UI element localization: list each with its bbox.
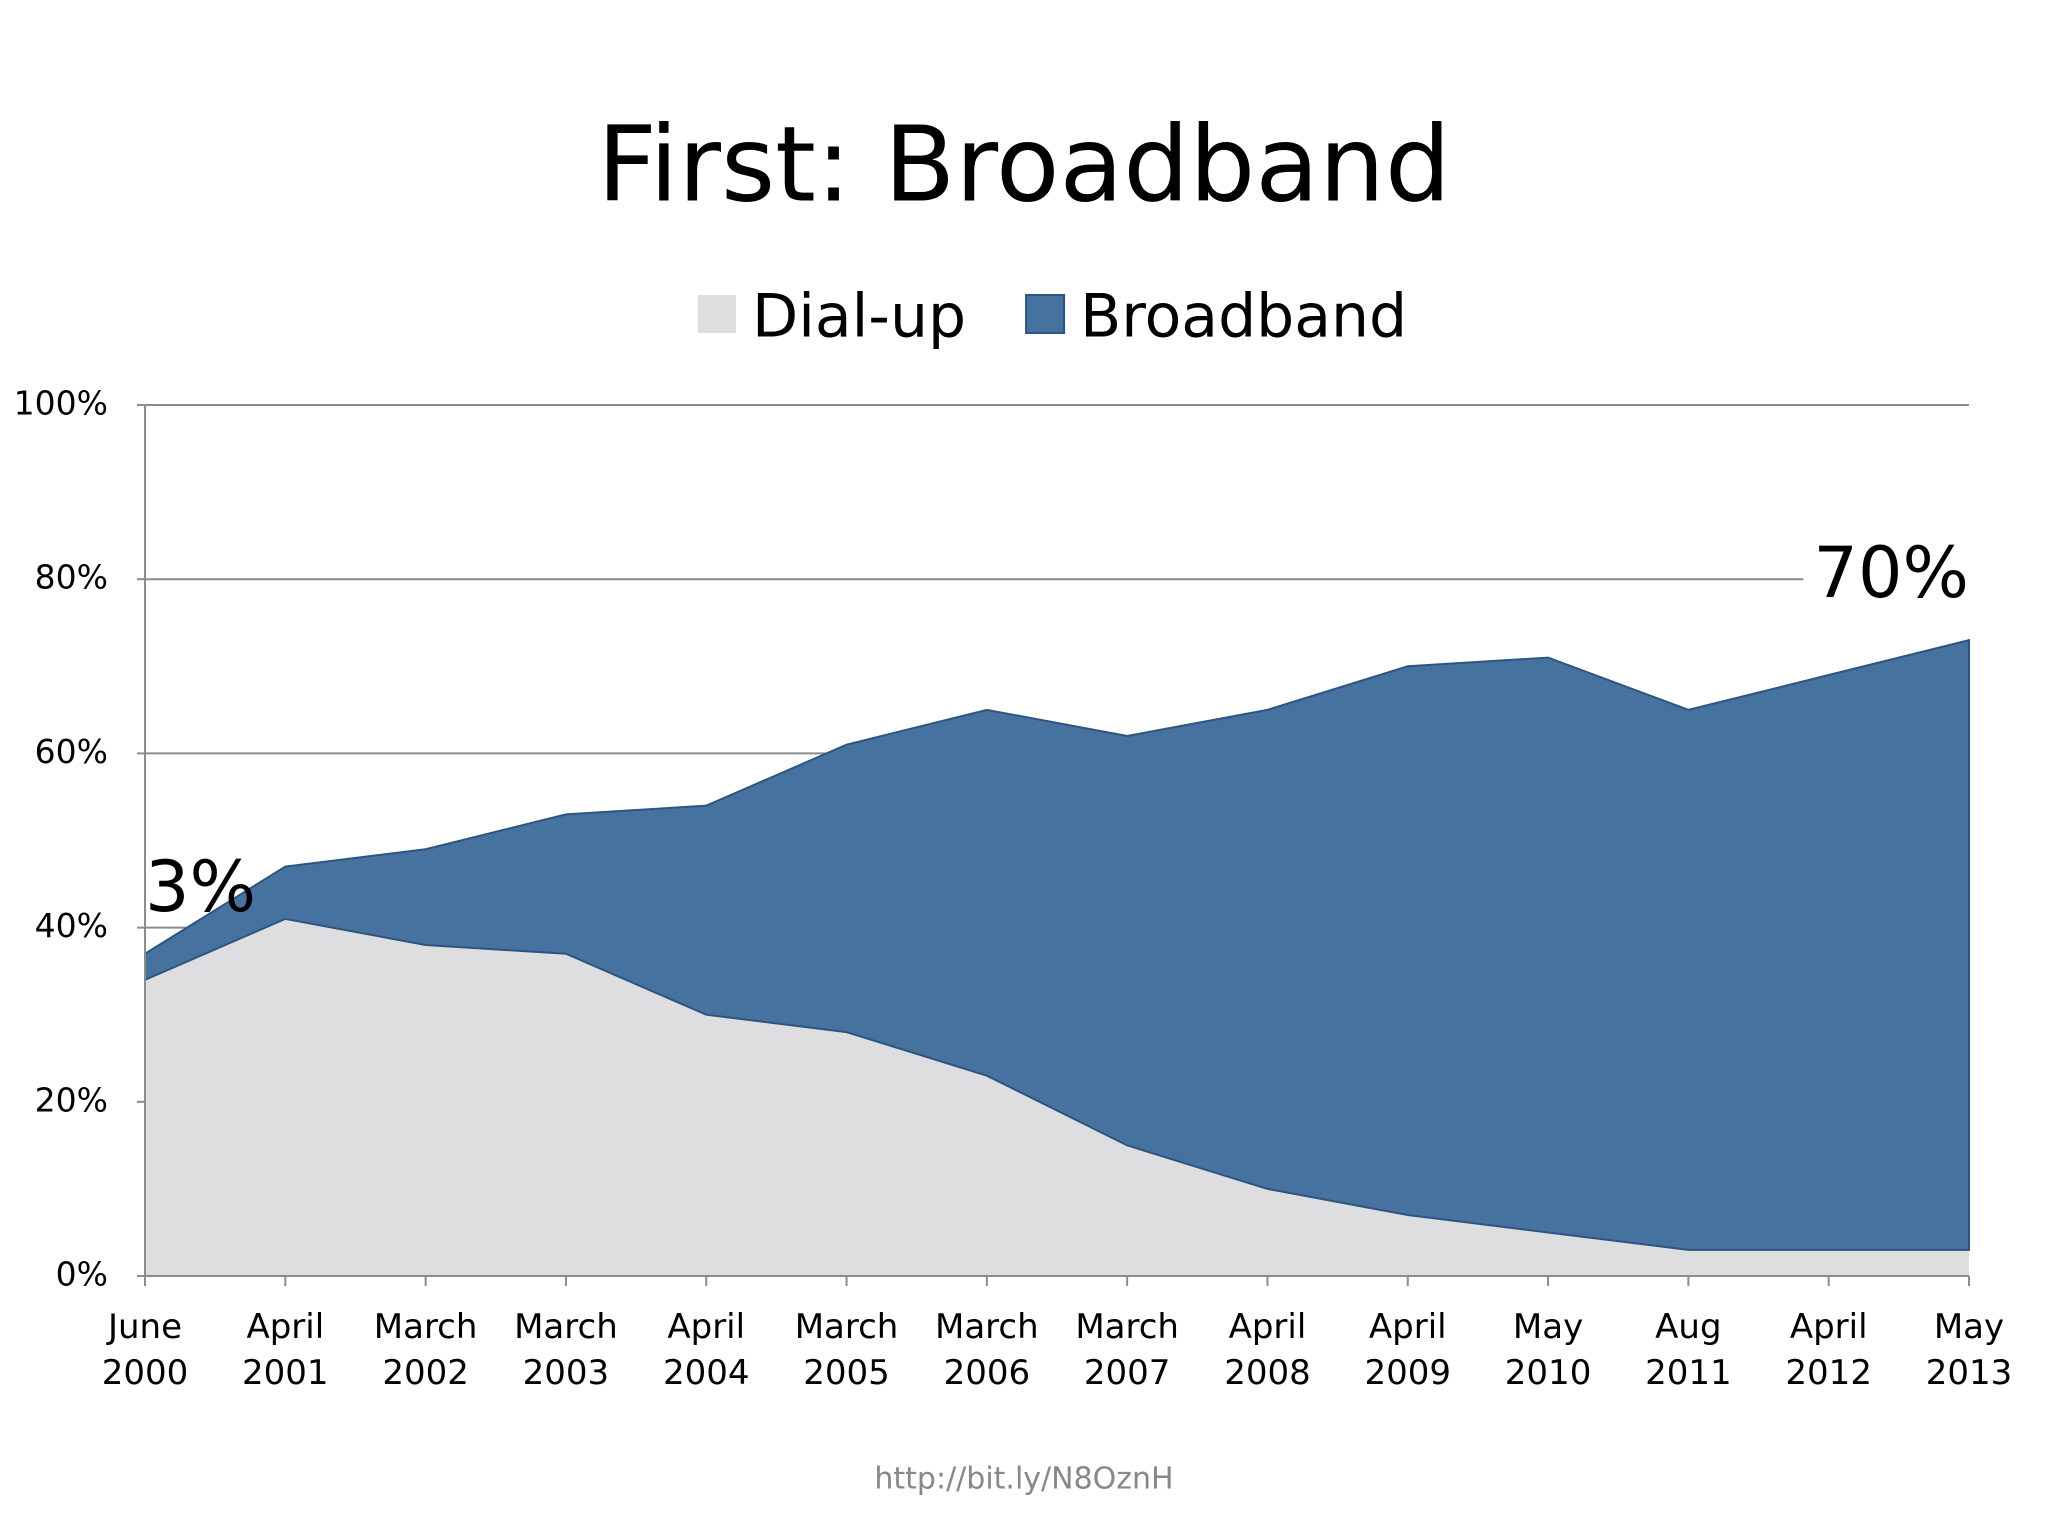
- x-tick-label: March 2006: [935, 1307, 1039, 1393]
- x-tick-label: March 2003: [514, 1307, 618, 1393]
- x-tick-label: April 2004: [662, 1307, 750, 1393]
- x-tick-label: April 2009: [1364, 1307, 1452, 1393]
- legend-swatch: [698, 295, 736, 333]
- x-tick-label: April 2008: [1224, 1307, 1311, 1393]
- source-link: http://bit.ly/N8OznH: [874, 1462, 1173, 1497]
- legend-label: Broadband: [1080, 282, 1407, 352]
- x-tick-label: March 2005: [794, 1307, 899, 1393]
- area: [144, 638, 1970, 1251]
- y-tick-label: 20%: [35, 1080, 108, 1119]
- y-tick-label: 60%: [35, 732, 108, 771]
- x-tick-label: March 2002: [373, 1307, 478, 1393]
- x-tick-label: March 2007: [1075, 1307, 1179, 1393]
- y-tick-label: 0%: [56, 1255, 108, 1294]
- x-tick-label: May 2013: [1925, 1307, 2013, 1393]
- data-label: 70%: [1813, 532, 1969, 614]
- x-tick-label: May 2010: [1504, 1307, 1592, 1393]
- y-tick-label: 80%: [35, 558, 108, 597]
- data-label: 3%: [145, 846, 256, 928]
- x-tick-label: Aug 2011: [1645, 1307, 1732, 1393]
- legend-swatch: [1025, 294, 1066, 334]
- y-tick-label: 40%: [35, 906, 108, 945]
- y-tick-label: 100%: [14, 384, 108, 423]
- area: [145, 918, 1969, 1276]
- x-tick-label: April 2001: [242, 1307, 329, 1393]
- legend-label: Dial-up: [752, 282, 966, 352]
- label-background: [1803, 540, 1971, 607]
- chart-title: First: Broadband: [597, 103, 1451, 225]
- x-tick-label: April 2012: [1785, 1307, 1872, 1393]
- x-tick-label: June 2000: [101, 1307, 189, 1393]
